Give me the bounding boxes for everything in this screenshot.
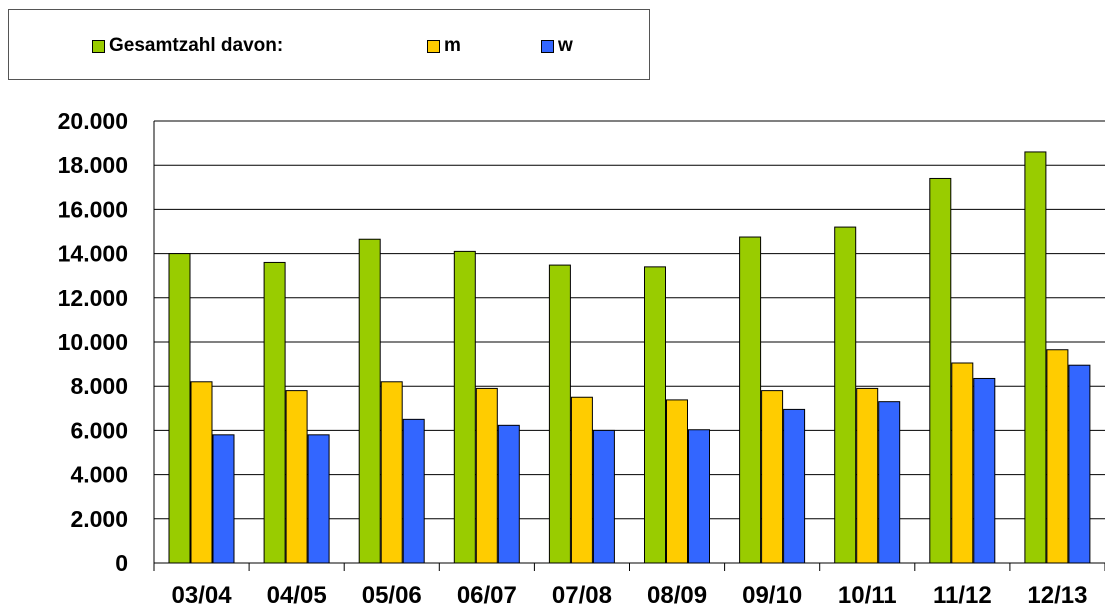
bar xyxy=(1024,151,1047,564)
bar xyxy=(402,418,425,564)
legend-label-w: w xyxy=(558,35,573,56)
x-tick-label: 08/09 xyxy=(647,582,707,609)
chart-legend: Gesamtzahl davon: m w xyxy=(8,9,650,80)
bar xyxy=(358,238,381,564)
y-tick-label: 4.000 xyxy=(70,462,128,488)
bar xyxy=(666,399,688,564)
bar xyxy=(951,362,974,564)
bar xyxy=(212,434,235,564)
x-tick-label: 09/10 xyxy=(742,582,802,609)
y-tick-label: 8.000 xyxy=(70,373,128,399)
legend-label-gesamtzahl: Gesamtzahl davon: xyxy=(109,35,284,56)
bar xyxy=(688,429,710,564)
y-tick-label: 18.000 xyxy=(58,152,128,178)
bar xyxy=(548,264,571,564)
bar xyxy=(973,377,996,564)
bar xyxy=(834,226,857,564)
y-tick-label: 6.000 xyxy=(70,417,128,443)
legend-swatch-m xyxy=(427,39,440,53)
bar xyxy=(168,253,191,564)
bar xyxy=(307,434,330,564)
x-tick-label: 05/06 xyxy=(362,582,422,609)
x-tick-label: 03/04 xyxy=(172,582,233,609)
y-tick-label: 16.000 xyxy=(58,196,128,222)
bar xyxy=(453,250,476,564)
bar xyxy=(380,381,403,564)
y-tick-label: 12.000 xyxy=(58,285,128,311)
legend-item-gesamtzahl: Gesamtzahl davon: xyxy=(92,35,284,56)
bar xyxy=(263,261,286,564)
bar xyxy=(285,390,308,564)
x-tick-label: 11/12 xyxy=(933,582,992,609)
legend-label-m: m xyxy=(444,35,461,56)
x-tick-label: 07/08 xyxy=(552,582,612,609)
legend-swatch-gesamtzahl xyxy=(92,39,105,53)
bar xyxy=(878,401,901,564)
y-tick-label: 10.000 xyxy=(58,329,128,355)
x-tick-label: 12/13 xyxy=(1027,582,1087,609)
bar xyxy=(929,177,952,564)
y-tick-label: 14.000 xyxy=(58,241,128,267)
legend-item-w: w xyxy=(541,35,573,56)
legend-swatch-w xyxy=(541,39,554,53)
bar xyxy=(783,408,806,564)
x-tick-label: 06/07 xyxy=(457,582,517,609)
x-tick-label: 10/11 xyxy=(838,582,897,609)
bar xyxy=(739,236,762,564)
legend-item-m: m xyxy=(427,35,461,56)
bar xyxy=(592,429,615,564)
x-tick-label: 04/05 xyxy=(267,582,327,609)
y-tick-label: 2.000 xyxy=(70,506,128,532)
bar xyxy=(475,387,498,564)
bar xyxy=(1068,364,1091,564)
y-tick-label: 20.000 xyxy=(58,108,128,134)
bar xyxy=(856,387,879,564)
bar xyxy=(761,390,784,564)
bar xyxy=(644,266,666,564)
bar xyxy=(1046,349,1069,564)
bar xyxy=(190,381,213,564)
bar xyxy=(497,424,520,564)
y-tick-label: 0 xyxy=(115,550,128,576)
bar xyxy=(570,396,593,564)
